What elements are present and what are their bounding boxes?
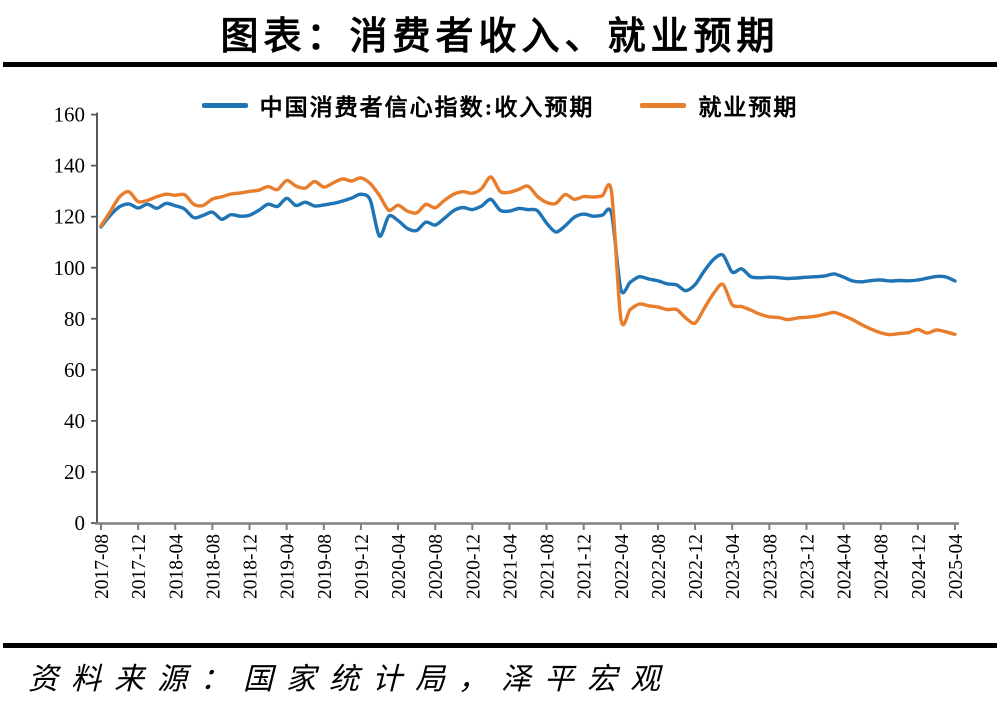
x-tick-label: 2022-04: [612, 534, 633, 599]
x-tick-label: 2022-08: [649, 534, 670, 599]
chart-legend: 中国消费者信心指数:收入预期 就业预期: [0, 88, 1000, 122]
x-tick-label: 2023-08: [760, 534, 781, 599]
y-tick-label: 60: [64, 358, 85, 382]
y-tick-label: 100: [54, 256, 86, 280]
x-tick-label: 2023-12: [797, 534, 818, 599]
x-tick-label: 2024-04: [835, 534, 856, 599]
x-tick-label: 2017-08: [92, 534, 113, 599]
x-tick-label: 2019-08: [315, 534, 336, 599]
x-tick-label: 2020-08: [426, 534, 447, 599]
x-tick-label: 2022-12: [686, 534, 707, 599]
x-tick-label: 2017-12: [129, 534, 150, 599]
y-tick-label: 40: [64, 409, 85, 433]
x-tick-label: 2021-04: [500, 534, 521, 599]
income-line-swatch: [201, 102, 248, 108]
legend-item-income: 中国消费者信心指数:收入预期: [201, 88, 595, 122]
x-tick-label: 2025-04: [946, 534, 967, 599]
income-expectation-line: [99, 192, 957, 295]
legend-item-employment: 就业预期: [640, 88, 798, 122]
y-tick-label: 160: [54, 103, 86, 127]
y-tick-label: 80: [64, 307, 85, 331]
x-tick-label: 2019-12: [352, 534, 373, 599]
x-tick-label: 2018-08: [203, 534, 224, 599]
employment-expectation-line: [99, 175, 957, 337]
x-tick-label: 2020-12: [463, 534, 484, 599]
x-tick-label: 2020-04: [389, 534, 410, 599]
x-tick-label: 2018-12: [241, 534, 262, 599]
y-tick-label: 140: [54, 154, 86, 178]
x-tick-label: 2021-08: [538, 534, 559, 599]
x-tick-label: 2019-04: [278, 534, 299, 599]
top-divider: [3, 62, 997, 67]
x-tick-label: 2023-04: [723, 534, 744, 599]
x-tick-label: 2018-04: [166, 534, 187, 599]
source-note: 资料来源：国家统计局，泽平宏观: [28, 663, 673, 696]
y-tick-label: 120: [54, 205, 86, 229]
bottom-divider: [3, 643, 997, 648]
page-title: 图表：消费者收入、就业预期: [220, 16, 780, 58]
legend-label-income: 中国消费者信心指数:收入预期: [259, 95, 595, 120]
y-tick-label: 0: [75, 511, 86, 535]
x-tick-label: 2021-12: [575, 534, 596, 599]
y-tick-label: 20: [64, 460, 85, 484]
x-tick-label: 2024-12: [909, 534, 930, 599]
legend-label-employment: 就业预期: [698, 95, 799, 120]
employment-line-swatch: [640, 102, 687, 108]
x-tick-label: 2024-08: [872, 534, 893, 599]
